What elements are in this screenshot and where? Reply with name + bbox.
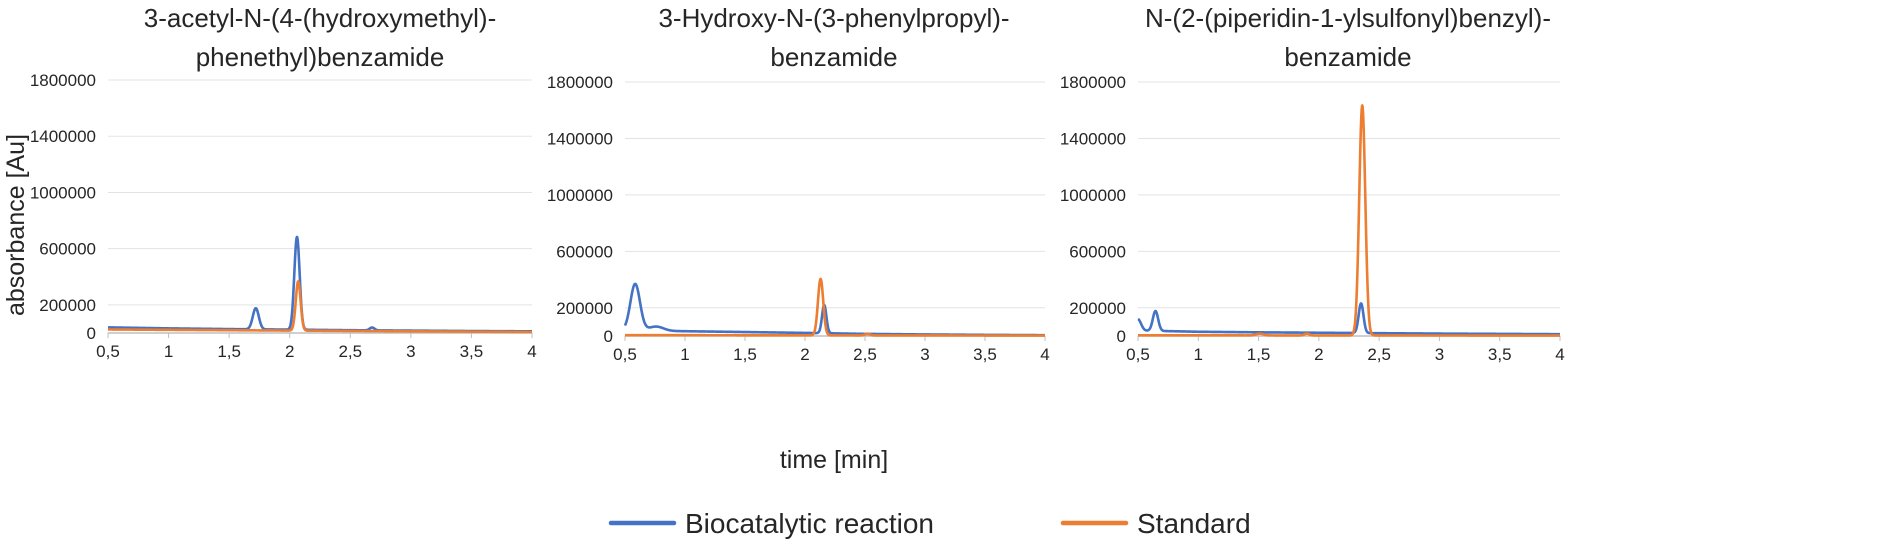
x-tick-label: 3,5 <box>1488 345 1512 364</box>
y-tick-label: 0 <box>604 327 613 346</box>
series-line-biocatalytic <box>623 282 1046 337</box>
y-tick-label: 1800000 <box>547 73 613 92</box>
y-tick-label: 1400000 <box>30 127 96 146</box>
x-tick-label: 3 <box>1435 345 1444 364</box>
chart-panel-1: 3-acetyl-N-(4-(hydroxymethyl)- phenethyl)… <box>30 3 537 361</box>
y-tick-label: 200000 <box>39 296 96 315</box>
y-tick-label: 1400000 <box>1060 129 1126 148</box>
x-tick-label: 0,5 <box>613 345 637 364</box>
x-tick-label: 0,5 <box>1126 345 1150 364</box>
chart-title-line: 3-acetyl-N-(4-(hydroxymethyl)- <box>144 3 497 33</box>
chart-panel-3: N-(2-(piperidin-1-ylsulfonyl)benzyl)- ben… <box>1060 3 1565 364</box>
legend-label-biocatalytic: Biocatalytic reaction <box>685 508 934 539</box>
x-axis-title: time [min] <box>780 446 888 474</box>
legend-label-standard: Standard <box>1137 508 1251 539</box>
y-tick-label: 1800000 <box>30 71 96 90</box>
x-tick-label: 3,5 <box>973 345 997 364</box>
series-line-biocatalytic <box>107 235 534 333</box>
chart-panels: 3-acetyl-N-(4-(hydroxymethyl)- phenethyl)… <box>30 3 1565 364</box>
x-tick-label: 1,5 <box>733 345 757 364</box>
series-line-biocatalytic <box>1137 302 1561 336</box>
x-tick-label: 3 <box>406 342 415 361</box>
y-tick-label: 200000 <box>1069 299 1126 318</box>
x-tick-label: 1,5 <box>217 342 241 361</box>
y-tick-label: 600000 <box>556 242 613 261</box>
y-tick-label: 1000000 <box>547 186 613 205</box>
chart-title-line: N-(2-(piperidin-1-ylsulfonyl)benzyl)- <box>1145 3 1551 33</box>
y-tick-label: 600000 <box>39 240 96 259</box>
chart-title-line: benzamide <box>770 42 897 72</box>
x-tick-label: 4 <box>527 342 536 361</box>
y-tick-label: 0 <box>1117 327 1126 346</box>
x-tick-label: 1 <box>680 345 689 364</box>
chart-title-line: phenethyl)benzamide <box>196 42 445 72</box>
y-tick-label: 200000 <box>556 299 613 318</box>
y-tick-label: 1000000 <box>1060 186 1126 205</box>
chart-panel-2: 3-Hydroxy-N-(3-phenylpropyl)- benzamide 0 2… <box>547 3 1050 364</box>
y-tick-label: 1000000 <box>30 183 96 202</box>
series-line-standard <box>107 280 534 334</box>
x-tick-label: 4 <box>1040 345 1049 364</box>
y-tick-label: 1800000 <box>1060 73 1126 92</box>
y-tick-label: 600000 <box>1069 242 1126 261</box>
chart-title-line: benzamide <box>1284 42 1411 72</box>
y-tick-label: 0 <box>87 324 96 343</box>
x-tick-label: 3,5 <box>460 342 484 361</box>
x-tick-label: 2 <box>1314 345 1323 364</box>
x-tick-label: 0,5 <box>96 342 120 361</box>
y-tick-label: 1400000 <box>547 129 613 148</box>
x-tick-label: 2,5 <box>853 345 877 364</box>
x-tick-label: 1 <box>164 342 173 361</box>
x-tick-label: 3 <box>920 345 929 364</box>
series-line-standard <box>623 277 1046 337</box>
x-tick-label: 4 <box>1555 345 1564 364</box>
x-tick-label: 2,5 <box>338 342 362 361</box>
chart-title-line: 3-Hydroxy-N-(3-phenylpropyl)- <box>658 3 1009 33</box>
x-tick-label: 2 <box>800 345 809 364</box>
legend: Biocatalytic reaction Standard <box>608 508 1251 539</box>
x-tick-label: 1,5 <box>1247 345 1271 364</box>
x-tick-label: 1 <box>1194 345 1203 364</box>
x-tick-label: 2 <box>285 342 294 361</box>
series-line-standard <box>1137 104 1561 337</box>
x-tick-label: 2,5 <box>1367 345 1391 364</box>
y-axis-title: absorbance [Au] <box>2 134 30 316</box>
